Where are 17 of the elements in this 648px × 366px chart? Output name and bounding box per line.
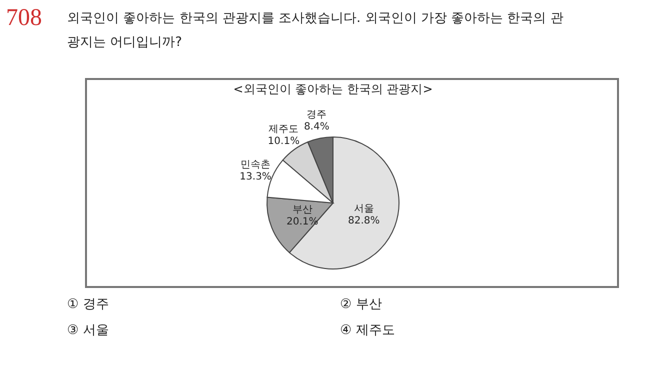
text: ③ 서울 [67, 323, 109, 338]
text: ④ 제주도 [340, 323, 395, 338]
data-label: 10.1% [268, 136, 300, 147]
data-label: 82.8% [348, 216, 380, 227]
slice-label: 제주도 [268, 124, 299, 135]
text: 광지는 어디입니까? [67, 35, 182, 50]
text: ② 부산 [340, 297, 382, 312]
text: 외국인이 좋아하는 한국의 관광지를 조사했습니다. 외국인이 가장 좋아하는 한국의 관 [67, 11, 564, 26]
slice-label: 민속촌 [240, 159, 271, 170]
text: 708 [6, 5, 42, 31]
data-label: 13.3% [240, 171, 272, 182]
chart-title: <외국인이 좋아하는 한국의 관광지> [233, 82, 433, 96]
slice-label: 부산 [292, 204, 312, 216]
text: ① 경주 [67, 297, 109, 312]
slice-label: 경주 [306, 110, 327, 121]
slice-label: 서울 [354, 204, 374, 215]
data-label: 8.4% [304, 122, 330, 133]
